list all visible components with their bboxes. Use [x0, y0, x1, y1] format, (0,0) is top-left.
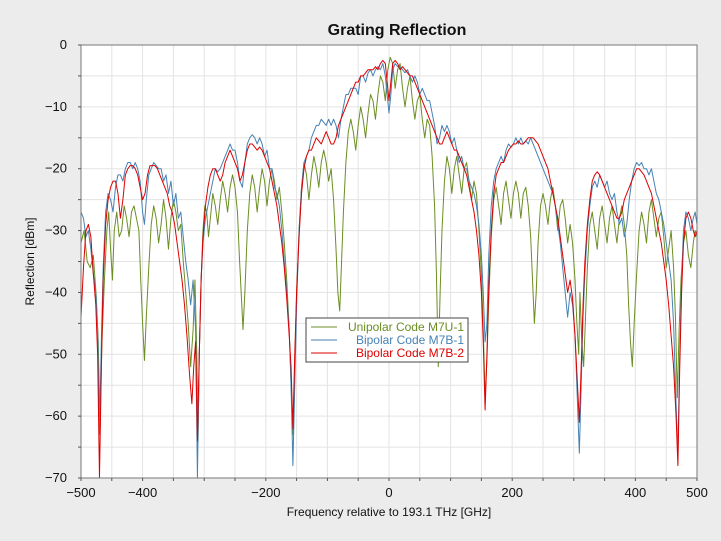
y-tick-label: −20 [45, 161, 67, 176]
legend-label-1: Unipolar Code M7U-1 [348, 320, 464, 334]
x-tick-label: −500 [66, 485, 95, 500]
y-tick-label: −70 [45, 470, 67, 485]
y-tick-label: −40 [45, 284, 67, 299]
x-tick-label: −400 [128, 485, 157, 500]
x-tick-label: 500 [686, 485, 708, 500]
y-tick-label: −50 [45, 346, 67, 361]
y-axis-title: Reflection [dBm] [23, 217, 37, 305]
y-tick-label: −10 [45, 99, 67, 114]
chart-title: Grating Reflection [328, 22, 467, 39]
x-tick-label: −200 [251, 485, 280, 500]
series-lines [81, 56, 697, 478]
y-tick-label: −30 [45, 223, 67, 238]
x-tick-label: 0 [385, 485, 392, 500]
x-axis-title: Frequency relative to 193.1 THz [GHz] [287, 505, 492, 519]
series-line-1 [81, 56, 697, 442]
legend-label-2: Bipolar Code M7B-1 [356, 333, 464, 347]
series-line-3 [81, 59, 697, 478]
x-tick-label: 400 [625, 485, 647, 500]
y-tick-label: −60 [45, 408, 67, 423]
y-tick-label: 0 [60, 37, 67, 52]
series-line-2 [81, 63, 697, 478]
x-tick-label: 200 [501, 485, 523, 500]
ticks: −500 −400 −200 0 200 400 500 0 −10 −20 −30 −40 −50 −6… [45, 37, 708, 500]
legend-label-3: Bipolar Code M7B-2 [356, 346, 464, 360]
